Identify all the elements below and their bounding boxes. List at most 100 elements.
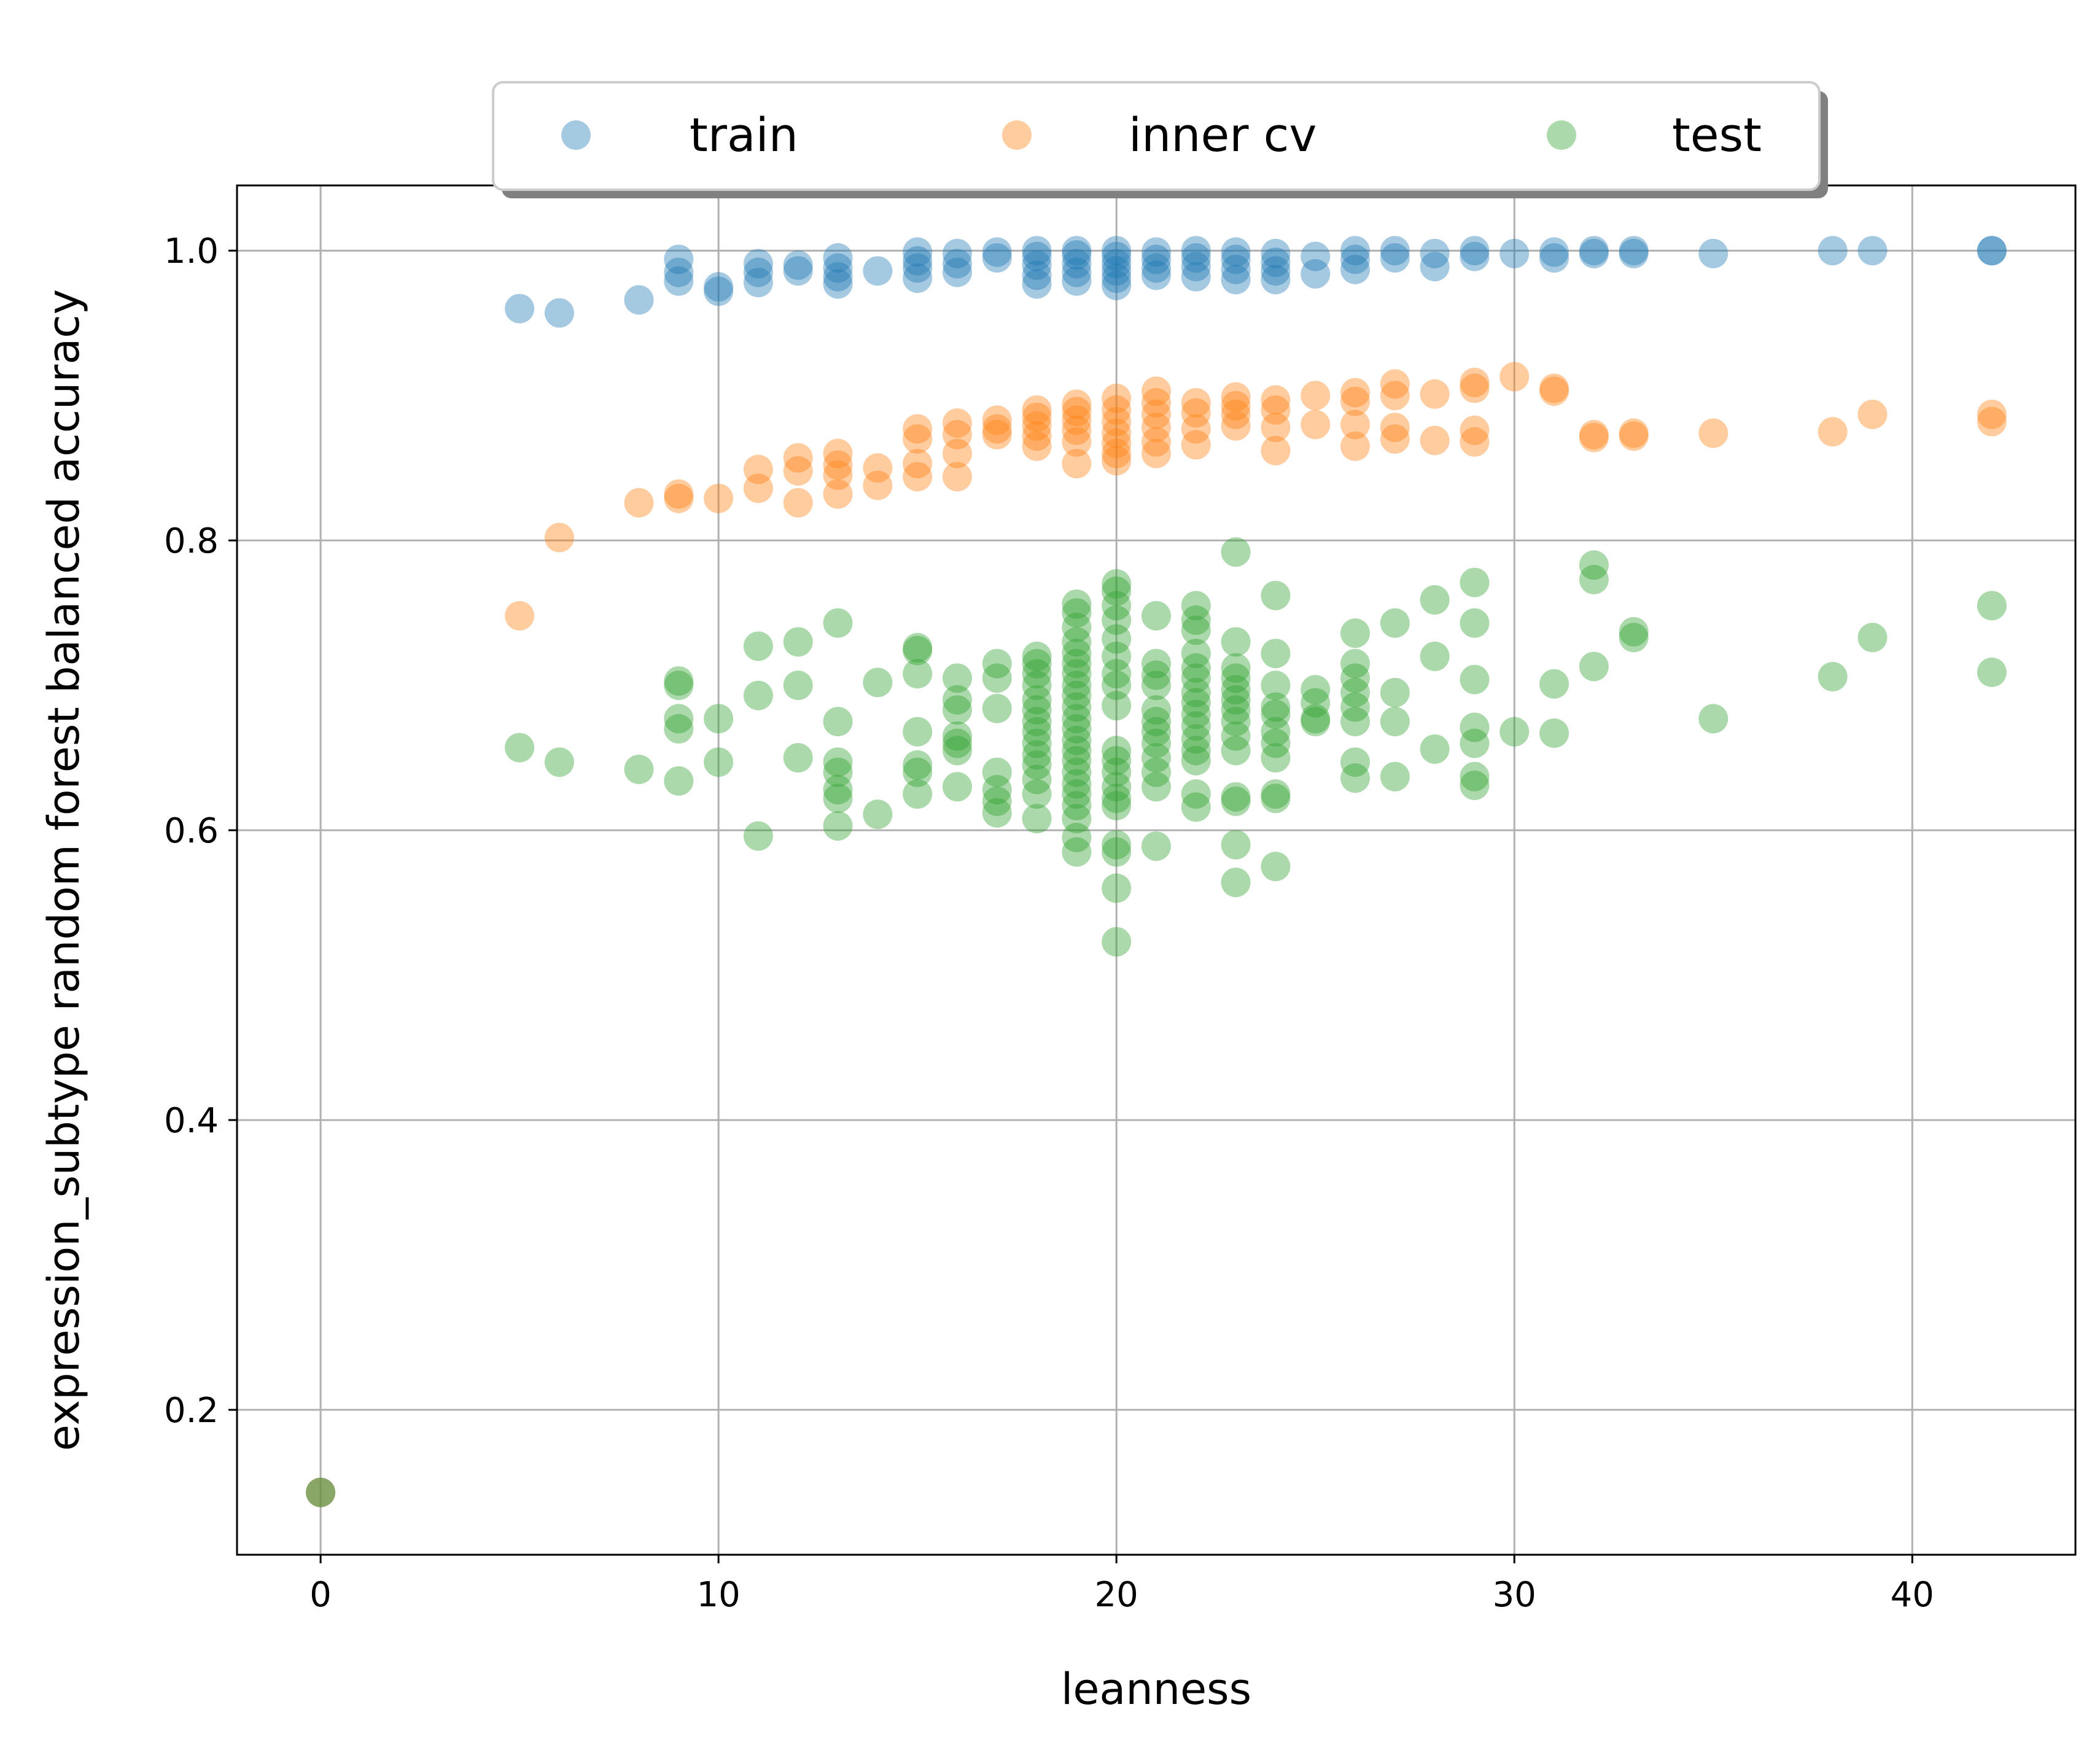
- data-point-test: [1022, 685, 1052, 715]
- data-point-train: [1261, 238, 1291, 268]
- data-point-test: [982, 648, 1012, 679]
- data-point-inner-cv: [1062, 389, 1092, 419]
- x-tick-label: 40: [1891, 1575, 1934, 1615]
- data-point-test: [1141, 695, 1171, 725]
- data-point-inner-cv: [1460, 367, 1490, 397]
- data-point-test: [1062, 745, 1092, 776]
- axis-ticks: 0 10 20 30 40 0.2 0.4 0.6 0.8 1.0: [164, 231, 1934, 1615]
- data-point-test: [1022, 659, 1052, 689]
- data-point-test: [1181, 605, 1211, 635]
- data-point-train: [1102, 241, 1132, 271]
- data-point-train: [1221, 237, 1251, 267]
- data-point-inner-cv: [306, 1477, 336, 1507]
- data-point-inner-cv: [1619, 421, 1649, 451]
- data-point-inner-cv: [624, 488, 654, 518]
- x-tick-label: 0: [309, 1575, 332, 1615]
- data-point-test: [1221, 868, 1251, 898]
- data-point-test: [1340, 648, 1371, 679]
- data-point-train: [1857, 236, 1888, 266]
- x-tick-label: 30: [1493, 1575, 1536, 1615]
- data-point-test: [1062, 822, 1092, 852]
- data-point-test: [624, 754, 654, 784]
- data-point-inner-cv: [1181, 398, 1211, 428]
- data-point-test: [1181, 779, 1211, 809]
- data-point-test: [823, 747, 853, 777]
- data-point-test: [1062, 725, 1092, 755]
- data-point-train: [903, 253, 933, 283]
- data-point-train: [1619, 236, 1649, 266]
- data-point-train: [1460, 236, 1490, 266]
- y-tick-label: 0.4: [164, 1101, 219, 1141]
- data-point-train: [1102, 270, 1132, 300]
- data-point-train: [1221, 244, 1251, 274]
- legend-marker-train: [561, 120, 591, 150]
- data-point-test: [1181, 615, 1211, 645]
- data-point-train: [1181, 236, 1211, 266]
- data-point-test: [1102, 605, 1132, 635]
- x-tick-label: 10: [697, 1575, 741, 1615]
- data-point-train: [1340, 254, 1371, 284]
- data-point-test: [1141, 660, 1171, 690]
- data-point-inner-cv: [1141, 376, 1171, 406]
- data-point-train: [1340, 236, 1371, 266]
- data-point-inner-cv: [1141, 399, 1171, 429]
- data-point-inner-cv: [1818, 417, 1848, 447]
- data-point-test: [1221, 786, 1251, 816]
- data-point-test: [1301, 707, 1331, 737]
- data-point-test: [1261, 717, 1291, 747]
- data-point-train: [743, 257, 773, 287]
- data-point-inner-cv: [1062, 415, 1092, 445]
- data-point-test: [1102, 772, 1132, 802]
- data-point-test: [1261, 852, 1291, 882]
- data-point-test: [1062, 757, 1092, 787]
- data-point-inner-cv: [1221, 411, 1251, 441]
- data-point-train: [1062, 240, 1092, 270]
- data-point-train: [1102, 236, 1132, 266]
- data-point-test: [1181, 699, 1211, 729]
- data-point-test: [823, 707, 853, 737]
- data-point-inner-cv: [863, 453, 893, 483]
- data-point-test: [1221, 736, 1251, 766]
- data-point-inner-cv: [903, 414, 933, 444]
- data-point-train: [903, 246, 933, 276]
- data-point-test: [942, 736, 972, 766]
- data-point-inner-cv: [823, 450, 853, 480]
- data-point-test: [1102, 569, 1132, 599]
- data-point-test: [743, 821, 773, 851]
- data-point-test: [1261, 671, 1291, 701]
- data-point-test: [1261, 779, 1291, 809]
- data-point-test: [903, 750, 933, 780]
- data-point-test: [982, 663, 1012, 693]
- data-point-train: [903, 263, 933, 294]
- data-point-inner-cv: [1181, 414, 1211, 444]
- data-point-test: [1102, 784, 1132, 814]
- data-point-test: [1181, 653, 1211, 683]
- data-point-test: [1221, 627, 1251, 657]
- data-point-test: [903, 717, 933, 747]
- data-point-train: [1022, 269, 1052, 299]
- data-point-train: [1221, 254, 1251, 284]
- data-point-test: [863, 667, 893, 698]
- data-point-train: [1380, 243, 1410, 273]
- data-point-inner-cv: [1301, 410, 1331, 440]
- data-point-train: [1022, 236, 1052, 266]
- data-point-inner-cv: [1141, 413, 1171, 443]
- data-point-inner-cv: [1579, 422, 1609, 453]
- data-point-test: [1102, 830, 1132, 860]
- data-point-inner-cv: [1340, 386, 1371, 416]
- data-point-train: [1062, 257, 1092, 287]
- data-point-inner-cv: [783, 443, 813, 473]
- data-point-inner-cv: [1261, 395, 1291, 425]
- data-point-inner-cv: [1261, 385, 1291, 415]
- data-point-test: [1619, 623, 1649, 653]
- data-point-inner-cv: [1977, 399, 2007, 429]
- data-point-train: [823, 262, 853, 292]
- data-point-train: [1181, 262, 1211, 292]
- data-point-test: [664, 666, 694, 696]
- data-point-test: [1102, 624, 1132, 654]
- data-point-test: [1420, 734, 1450, 764]
- data-point-test: [1579, 550, 1609, 580]
- data-point-train: [823, 269, 853, 299]
- data-point-train: [783, 250, 813, 280]
- data-point-test: [942, 728, 972, 758]
